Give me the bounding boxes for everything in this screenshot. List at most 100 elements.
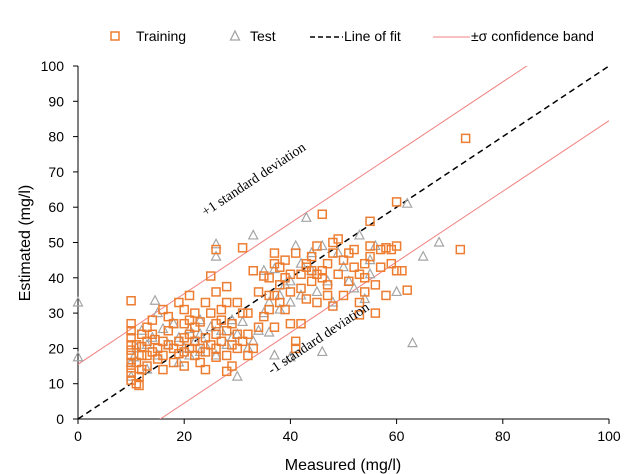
training-point xyxy=(195,357,205,368)
training-point xyxy=(126,340,136,350)
training-point xyxy=(296,269,306,280)
training-point xyxy=(184,343,195,354)
upper-confidence-line xyxy=(78,66,528,365)
training-point xyxy=(365,251,375,262)
training-point xyxy=(163,326,174,336)
test-point xyxy=(332,246,344,258)
training-point xyxy=(206,271,216,281)
training-point xyxy=(200,297,211,308)
training-point xyxy=(333,234,343,244)
training-point xyxy=(370,280,381,290)
training-point xyxy=(131,340,142,350)
training-point xyxy=(147,315,158,325)
training-point xyxy=(190,322,200,332)
training-point xyxy=(126,295,136,306)
training-point xyxy=(147,329,158,340)
reference-lines xyxy=(78,66,609,419)
axes: 0 20 40 60 80 100 0 10 20 30 40 50 60 70 80 90 100 xyxy=(41,58,621,444)
training-point xyxy=(290,336,301,347)
training-point xyxy=(126,318,136,329)
training-point xyxy=(152,343,163,354)
training-point xyxy=(296,318,306,329)
test-point xyxy=(407,336,419,348)
test-point xyxy=(194,313,206,325)
training-point xyxy=(168,357,179,368)
training-point xyxy=(391,241,402,251)
training-point xyxy=(221,326,232,336)
test-point xyxy=(290,239,302,251)
training-point xyxy=(375,262,386,272)
test-point xyxy=(401,197,413,208)
training-point xyxy=(174,348,184,359)
training-point xyxy=(221,297,232,308)
test-point xyxy=(130,342,142,353)
training-point xyxy=(179,304,189,315)
test-point xyxy=(221,338,233,349)
training-point xyxy=(349,244,359,255)
test-point xyxy=(210,349,222,360)
training-point xyxy=(179,361,189,371)
legend-training-label: Training xyxy=(136,28,186,44)
training-point xyxy=(190,308,200,318)
training-point xyxy=(126,357,136,368)
training-point xyxy=(184,315,195,325)
training-point xyxy=(296,283,306,294)
training-point xyxy=(269,322,280,332)
training-point xyxy=(455,244,466,255)
training-point xyxy=(317,265,328,276)
training-point xyxy=(168,318,179,329)
training-point xyxy=(349,262,359,272)
training-point xyxy=(359,273,370,283)
training-point xyxy=(259,311,269,322)
training-point xyxy=(243,329,253,340)
test-point xyxy=(316,345,328,357)
training-point xyxy=(232,297,243,308)
test-point xyxy=(433,236,445,247)
test-point xyxy=(152,306,164,318)
training-point xyxy=(126,363,136,373)
training-point xyxy=(317,209,328,220)
training-point xyxy=(221,281,232,292)
test-point xyxy=(284,296,296,307)
training-point xyxy=(221,350,232,361)
training-point xyxy=(269,248,280,258)
training-point xyxy=(253,287,264,297)
training-point xyxy=(391,197,402,207)
training-point xyxy=(211,244,221,255)
legend: Training Test Line of fit ±σ confidence … xyxy=(110,28,594,44)
test-point xyxy=(205,320,217,332)
legend-test-marker xyxy=(229,29,241,41)
training-point xyxy=(131,378,142,389)
test-point xyxy=(253,324,265,335)
training-point xyxy=(126,326,136,336)
training-point xyxy=(136,350,147,361)
legend-fit-label: Line of fit xyxy=(344,28,401,44)
training-point xyxy=(381,290,391,301)
test-point xyxy=(237,315,249,327)
training-point xyxy=(216,315,227,325)
test-point xyxy=(157,322,169,334)
training-point xyxy=(285,269,296,280)
training-point xyxy=(253,322,264,332)
test-point xyxy=(268,349,280,360)
training-point xyxy=(264,273,274,283)
training-point xyxy=(211,329,221,340)
test-point xyxy=(353,229,365,240)
training-series xyxy=(126,133,471,391)
y-tick-label: 40 xyxy=(48,270,64,286)
training-point xyxy=(168,343,179,354)
training-point xyxy=(248,343,258,354)
training-point xyxy=(184,290,195,301)
y-tick-label: 0 xyxy=(56,411,64,427)
test-point xyxy=(311,285,323,297)
training-point xyxy=(365,216,375,227)
training-point xyxy=(402,285,412,295)
test-point xyxy=(210,237,222,249)
training-point xyxy=(359,287,370,297)
test-point xyxy=(417,250,429,261)
training-point xyxy=(211,287,221,297)
training-point xyxy=(232,343,243,354)
lower-confidence-line xyxy=(159,120,609,419)
training-point xyxy=(221,366,232,377)
training-point xyxy=(328,301,338,311)
